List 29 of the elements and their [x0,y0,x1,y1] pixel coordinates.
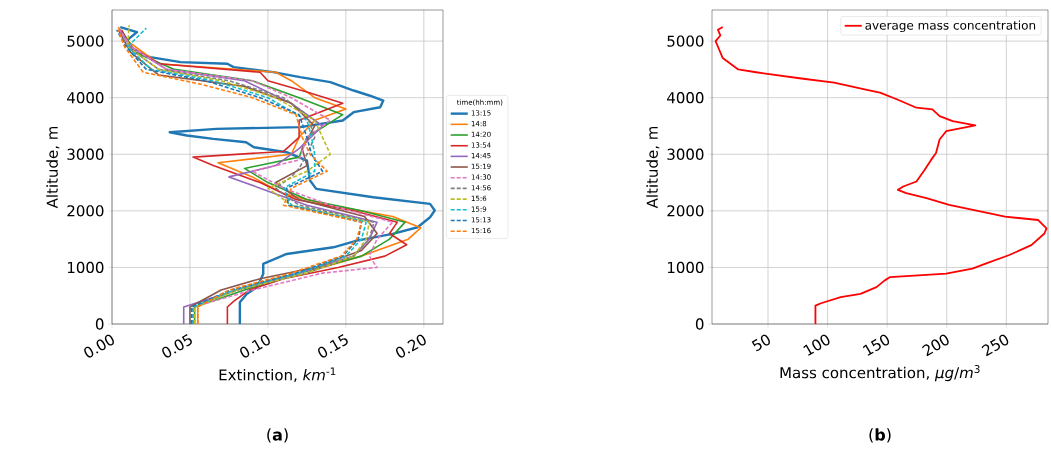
legend-label: average mass concentration [865,20,1036,33]
y-tick-label: 5000 [67,35,104,47]
x-tick-label: 0.05 [162,334,192,358]
x-tick-label: 0.20 [396,334,426,358]
y-tick-label: 4000 [67,92,104,104]
x-tick-label: 0.00 [84,334,114,358]
y-tick-label: 2000 [67,205,104,217]
x-tick-label: 200 [922,334,949,357]
y-axis-title: Altitude, m [46,126,60,209]
x-tick-label: 50 [751,334,770,352]
y-tick-label: 1000 [67,261,104,274]
x-tick-label: 0.10 [240,334,270,358]
x-axis-title: Mass concentration, μg/m$^{3}$ [780,365,980,382]
y-axis-title: Altitude, m [646,126,660,209]
y-tick-label: 2000 [667,205,704,217]
y-tick-label: 3000 [67,148,104,160]
y-tick-label: 0 [695,318,704,330]
y-tick-label: 0 [95,318,104,330]
x-tick-label: 250 [981,334,1009,357]
x-axis-title: Extinction, km$^{-1}$ [219,367,336,383]
text: (a) [267,428,288,443]
y-tick-label: 1000 [667,261,704,274]
y-tick-label: 5000 [667,35,704,47]
text: (b) [869,428,891,443]
y-tick-label: 4000 [667,92,704,104]
x-tick-label: 100 [803,334,830,356]
y-tick-label: 3000 [667,148,704,160]
x-tick-label: 150 [862,334,890,356]
x-tick-label: 0.15 [318,334,348,358]
